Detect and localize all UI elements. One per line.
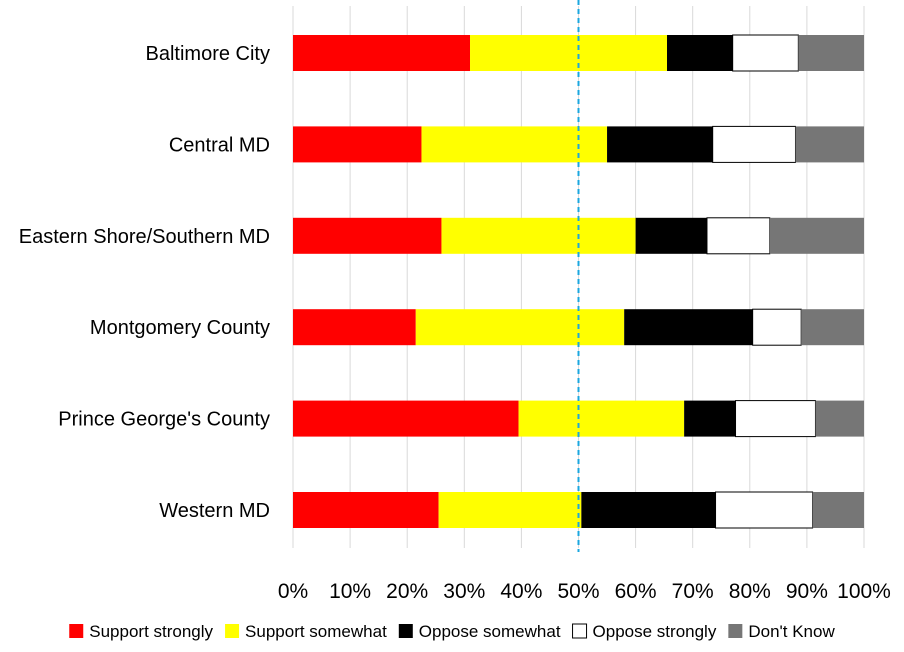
category-label: Central MD: [169, 134, 270, 156]
bar-segment-6-3: [581, 492, 716, 528]
bar-segment-6-5: [812, 492, 864, 528]
legend-label-1: Support strongly: [89, 622, 213, 641]
bar-segment-3-4: [706, 217, 771, 255]
bars: [293, 34, 864, 529]
legend-label-5: Don't Know: [748, 622, 835, 641]
legend: Support strongly Support somewhat Oppose s…: [69, 622, 835, 641]
bar-segment-1-1: [293, 35, 471, 71]
x-axis-tick-labels: 0% 10% 20% 30% 40% 50% 60% 70% 80% 90% 100%: [278, 580, 891, 603]
x-tick-label: 60%: [615, 580, 657, 603]
bar-segment-2-1: [293, 126, 422, 163]
bar-segment-4-4: [752, 308, 802, 346]
x-tick-label: 40%: [500, 580, 542, 603]
bar-segment-5-3: [684, 400, 736, 437]
x-tick-label: 10%: [329, 580, 371, 603]
x-tick-label: 90%: [786, 580, 828, 603]
bar-segment-5-5: [815, 400, 864, 437]
x-tick-label: 0%: [278, 580, 308, 603]
bar-segment-1-5: [798, 35, 864, 71]
bar-segment-4-2: [415, 309, 625, 346]
category-label: Western MD: [159, 500, 270, 522]
bar-segment-6-2: [438, 492, 582, 528]
legend-label-4: Oppose strongly: [593, 622, 717, 641]
legend-swatch-2: [225, 624, 240, 638]
bar-segment-2-2: [421, 126, 608, 163]
bar-segment-2-3: [607, 126, 713, 163]
legend-swatch-1: [69, 624, 84, 638]
x-tick-label: 80%: [729, 580, 771, 603]
category-label: Eastern Shore/Southern MD: [19, 226, 270, 248]
bar-segment-5-2: [518, 400, 685, 437]
bar-segment-3-1: [293, 217, 442, 254]
bar-segment-3-2: [441, 217, 636, 254]
bar-segment-1-2: [470, 35, 668, 71]
bar-segment-1-3: [667, 35, 733, 71]
category-label: Prince George's County: [58, 409, 270, 431]
legend-label-3: Oppose somewhat: [419, 622, 561, 641]
bar-segment-4-1: [293, 309, 416, 346]
category-label: Baltimore City: [146, 43, 270, 65]
legend-swatch-4: [572, 623, 588, 639]
bar-segment-4-5: [801, 309, 864, 346]
x-tick-label: 30%: [443, 580, 485, 603]
category-labels: Baltimore City Central MD Eastern Shore/So…: [19, 43, 270, 522]
grid-lines: [292, 6, 865, 548]
bar-segment-5-4: [735, 400, 816, 438]
x-tick-label: 70%: [672, 580, 714, 603]
bar-segment-3-5: [769, 217, 864, 254]
legend-swatch-3: [398, 624, 413, 638]
category-label: Montgomery County: [90, 317, 270, 339]
bar-segment-2-5: [795, 126, 864, 163]
x-tick-label: 50%: [557, 580, 599, 603]
bar-segment-3-3: [635, 217, 707, 254]
bar-segment-1-4: [732, 34, 799, 72]
bar-segment-2-4: [712, 125, 796, 163]
bar-segment-6-4: [715, 491, 814, 529]
legend-label-2: Support somewhat: [245, 622, 387, 641]
legend-swatch-5: [728, 624, 743, 638]
bar-segment-4-3: [624, 309, 753, 346]
bar-segment-6-1: [293, 492, 439, 528]
x-tick-label: 20%: [386, 580, 428, 603]
bar-segment-5-1: [293, 400, 519, 437]
x-tick-label: 100%: [837, 580, 891, 603]
